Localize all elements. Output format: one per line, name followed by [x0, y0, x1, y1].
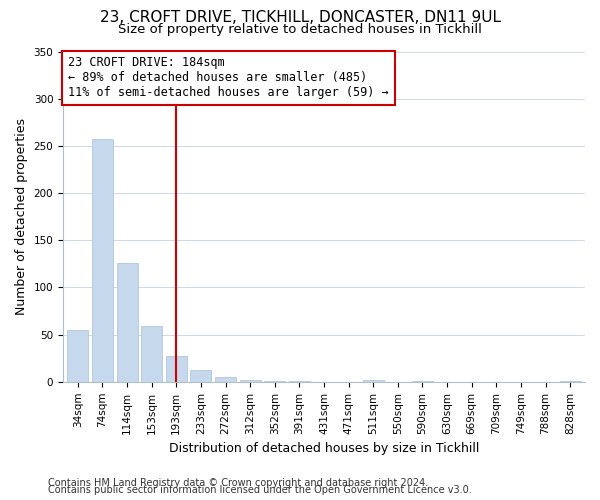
Bar — [560, 381, 581, 382]
Bar — [166, 356, 187, 382]
Bar — [289, 381, 310, 382]
Y-axis label: Number of detached properties: Number of detached properties — [15, 118, 28, 315]
Bar — [67, 330, 88, 382]
X-axis label: Distribution of detached houses by size in Tickhill: Distribution of detached houses by size … — [169, 442, 479, 455]
Text: Contains HM Land Registry data © Crown copyright and database right 2024.: Contains HM Land Registry data © Crown c… — [48, 478, 428, 488]
Bar — [265, 381, 285, 382]
Bar — [92, 140, 113, 382]
Bar — [190, 370, 211, 382]
Text: Contains public sector information licensed under the Open Government Licence v3: Contains public sector information licen… — [48, 485, 472, 495]
Bar — [116, 263, 137, 382]
Bar — [363, 380, 384, 382]
Bar — [412, 381, 433, 382]
Bar — [215, 377, 236, 382]
Text: Size of property relative to detached houses in Tickhill: Size of property relative to detached ho… — [118, 22, 482, 36]
Text: 23, CROFT DRIVE, TICKHILL, DONCASTER, DN11 9UL: 23, CROFT DRIVE, TICKHILL, DONCASTER, DN… — [100, 10, 500, 25]
Bar — [141, 326, 162, 382]
Text: 23 CROFT DRIVE: 184sqm
← 89% of detached houses are smaller (485)
11% of semi-de: 23 CROFT DRIVE: 184sqm ← 89% of detached… — [68, 56, 389, 100]
Bar — [239, 380, 260, 382]
